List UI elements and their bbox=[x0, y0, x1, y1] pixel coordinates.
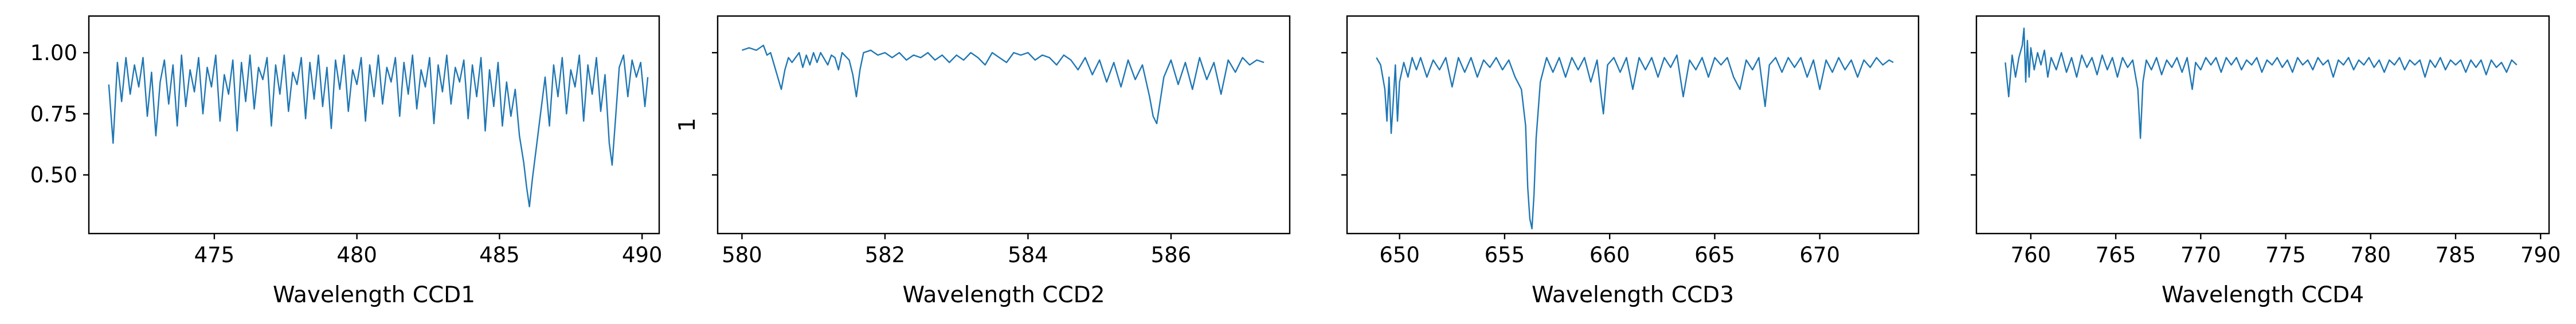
x-tick-label-3-2: 655 bbox=[1485, 243, 1525, 267]
subplot-1: 475 480 485 490 0.50 0.75 1.00 Wavelength CCD1 bbox=[30, 15, 663, 308]
x-tick-label-3-1: 650 bbox=[1379, 243, 1420, 267]
x-tick-label-2-3: 584 bbox=[1008, 243, 1048, 267]
y-axis-label-2: 1 bbox=[675, 118, 700, 132]
x-axis-label-4: Wavelength CCD4 bbox=[2162, 282, 2364, 308]
x-tick-label-3-5: 670 bbox=[1799, 243, 1840, 267]
x-tick-label-4-7: 790 bbox=[2520, 243, 2561, 267]
x-tick-label-4-6: 785 bbox=[2436, 243, 2476, 267]
plot-frame-2 bbox=[717, 15, 1291, 235]
x-tick-label-1-2: 480 bbox=[336, 243, 377, 267]
x-tick-label-2-2: 582 bbox=[865, 243, 906, 267]
plot-frame-4 bbox=[1975, 15, 2550, 235]
x-tick-label-2-4: 586 bbox=[1151, 243, 1192, 267]
x-tick-label-4-2: 765 bbox=[2096, 243, 2136, 267]
spectrum-line-3 bbox=[1376, 54, 1894, 230]
x-tick-label-4-1: 760 bbox=[2011, 243, 2052, 267]
x-tick-label-3-4: 665 bbox=[1694, 243, 1735, 267]
subplot-3: 650 655 660 665 670 Wavelength CCD3 bbox=[1341, 15, 1920, 308]
subplot-4: 760 765 770 775 780 785 790 Wavelength CCD4 bbox=[1971, 15, 2561, 308]
x-tick-label-2-1: 580 bbox=[722, 243, 762, 267]
y-tick-label-1-1: 0.50 bbox=[30, 163, 77, 188]
subplot-2: 580 582 584 586 Wavelength CCD2 1 bbox=[675, 15, 1291, 308]
x-tick-label-3-3: 660 bbox=[1590, 243, 1630, 267]
x-tick-label-4-5: 780 bbox=[2350, 243, 2391, 267]
plot-frame-3 bbox=[1346, 15, 1920, 235]
plot-frame-1 bbox=[88, 15, 660, 235]
x-axis-label-1: Wavelength CCD1 bbox=[273, 282, 475, 308]
y-tick-label-1-3: 1.00 bbox=[30, 41, 77, 65]
x-tick-label-4-4: 775 bbox=[2265, 243, 2306, 267]
spectrum-line-4 bbox=[2005, 27, 2518, 139]
y-tick-label-1-2: 0.75 bbox=[30, 102, 77, 127]
x-tick-label-4-3: 770 bbox=[2180, 243, 2221, 267]
spectrum-line-1 bbox=[108, 54, 649, 208]
x-axis-label-2: Wavelength CCD2 bbox=[902, 282, 1105, 308]
x-tick-label-1-3: 485 bbox=[479, 243, 520, 267]
x-axis-label-3: Wavelength CCD3 bbox=[1532, 282, 1734, 308]
spectrum-line-2 bbox=[742, 45, 1264, 125]
x-tick-label-1-4: 490 bbox=[622, 243, 663, 267]
x-tick-label-1-1: 475 bbox=[194, 243, 235, 267]
